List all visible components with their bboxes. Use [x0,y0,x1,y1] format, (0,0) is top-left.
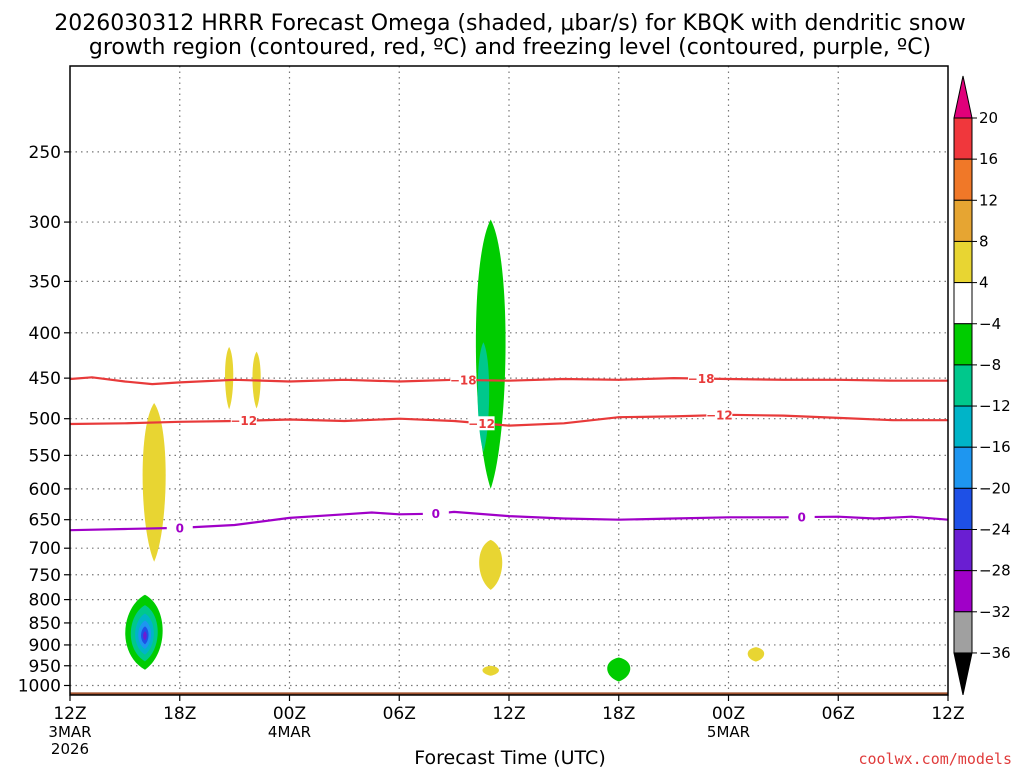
x-axis-label: Forecast Time (UTC) [414,747,605,768]
y-axis-tick-labels: 2503003504004505005506006507007508008509… [18,143,70,696]
isotherm-label-frz-2: 0 [797,511,805,525]
colorbar: 20 16 12 8 4 −4 −8 −12 −16 −20 −24 −28 −32 −36 [953,75,1011,696]
x-tick-label-6: 00Z [712,704,745,724]
credit-label: coolwx.com/models [858,750,1012,768]
isotherm-label-frz-1: 0 [432,507,440,521]
isotherm-label-dgz-0: −12 [230,414,257,428]
x-tick-label-4: 12Z [492,704,525,724]
colorbar-cell-3 [953,199,973,242]
colorbar-cell-8 [953,405,973,448]
omega-yellow-sliver-b [225,346,234,410]
colorbar-label-11: −28 [979,562,1011,580]
colorbar-bottom-arrow [953,652,973,696]
y-tick-label-500: 500 [29,410,61,430]
y-tick-label-550: 550 [29,446,61,466]
isotherm-label-frz-0: 0 [176,521,184,535]
plot-inner: −18 −18 −12 −12 −12 0 0 0 [70,66,948,695]
y-tick-label-600: 600 [29,480,61,500]
isotherm-label-bg-frz-1 [422,506,449,521]
colorbar-label-0: 20 [979,109,998,127]
x-tick-year-0: 2026 [51,740,89,758]
isotherm-label-dgz-1: −12 [468,417,495,431]
x-tick-label-2: 00Z [273,704,306,724]
x-tick-label-5: 18Z [602,704,635,724]
isotherm-label-bg-dgz-0 [450,372,477,387]
colorbar-cell-10 [953,487,973,531]
y-tick-label-900: 900 [29,636,61,656]
isotherm-label-dgz-0: −18 [450,373,477,387]
isotherm-label-dgz-1: −18 [688,372,715,386]
colorbar-cell-6 [953,323,973,366]
y-tick-label-700: 700 [29,539,61,559]
y-tick-label-800: 800 [29,591,61,611]
omega-yellow-blob-g [482,665,499,676]
y-tick-label-1000: 1000 [18,676,61,696]
omega-yellow-column-a [142,402,166,562]
colorbar-label-6: −8 [979,356,1001,374]
isotherm-line-dgz-−12 [70,413,948,427]
colorbar-top-arrow [953,75,973,119]
x-tick-label-1: 18Z [163,704,196,724]
y-tick-label-450: 450 [29,369,61,389]
x-tick-label-8: 12Z [931,704,964,724]
colorbar-cell-9 [953,446,973,489]
y-tick-label-650: 650 [29,511,61,531]
colorbar-label-2: 12 [979,191,998,209]
isotherm-label-bg-dgz-1 [688,371,715,386]
colorbar-cell-7 [953,364,973,407]
y-tick-label-400: 400 [29,324,61,344]
x-tick-date-2: 4MAR [268,723,311,741]
colorbar-label-3: 8 [979,232,989,250]
omega-yellow-blob-e [479,539,503,590]
omega-green-blob-h [607,657,631,682]
isotherm-label-bg-frz-2 [788,510,815,525]
colorbar-label-1: 16 [979,150,998,168]
x-tick-label-3: 06Z [383,704,416,724]
colorbar-label-7: −12 [979,397,1011,415]
y-tick-label-250: 250 [29,143,61,163]
isotherm-line-dgz-−18 [70,376,948,386]
y-tick-label-300: 300 [29,213,61,233]
isotherm-line-frz-0 [70,510,948,532]
y-tick-label-850: 850 [29,614,61,634]
x-tick-date-0: 3MAR [48,723,91,741]
x-tick-label-7: 06Z [822,704,855,724]
ground-surface [70,692,948,695]
chart-title-line-1: 2026030312 HRRR Forecast Omega (shaded, … [54,11,965,36]
omega-yellow-blob-i [747,647,765,662]
colorbar-label-8: −16 [979,438,1011,456]
omega-low-level-max-layer-5 [143,631,147,641]
plot-area: −18 −18 −12 −12 −12 0 0 0 [69,65,949,696]
isotherm-label-dgz-2: −12 [706,409,733,423]
y-tick-label-350: 350 [29,272,61,292]
x-tick-label-0: 12Z [53,704,86,724]
y-tick-label-950: 950 [29,657,61,677]
y-tick-label-750: 750 [29,566,61,586]
isotherm-label-bg-dgz-2 [706,408,733,423]
colorbar-cell-2 [953,158,973,201]
colorbar-label-5: −4 [979,315,1001,333]
isotherm-label-bg-frz-0 [166,520,193,535]
colorbar-cell-11 [953,529,973,572]
isotherm-label-bg-dgz-1 [468,416,495,431]
colorbar-label-10: −24 [979,521,1011,539]
colorbar-cell-1 [953,117,973,160]
colorbar-label-12: −32 [979,603,1011,621]
x-tick-date-6: 5MAR [707,723,750,741]
colorbar-label-9: −20 [979,479,1011,497]
colorbar-label-13: −36 [979,644,1011,662]
colorbar-label-4: 4 [979,274,989,292]
colorbar-cell-13 [953,611,973,654]
colorbar-cell-12 [953,570,973,613]
colorbar-cell-5 [953,282,973,325]
chart-title-line-2: growth region (contoured, red, ºC) and f… [89,35,931,60]
colorbar-cell-4 [953,240,973,284]
isotherm-label-bg-dgz-0 [230,413,257,428]
